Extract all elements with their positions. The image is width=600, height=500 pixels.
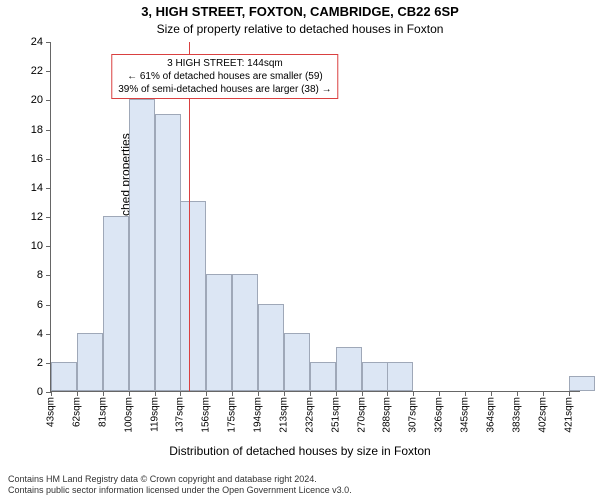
histogram-bar (155, 114, 181, 391)
annotation-box: 3 HIGH STREET: 144sqm← 61% of detached h… (111, 54, 338, 99)
histogram-bar (180, 201, 206, 391)
ytick-label: 12 (31, 211, 43, 223)
xtick-label: 43sqm (46, 397, 57, 427)
footer-line-1: Contains HM Land Registry data © Crown c… (8, 474, 352, 485)
xtick-mark (491, 391, 492, 396)
histogram-bar (77, 333, 103, 391)
xtick-mark (51, 391, 52, 396)
plot-area: Number of detached properties 0246810121… (50, 42, 580, 392)
xtick-mark (284, 391, 285, 396)
histogram-bar (569, 376, 595, 391)
ytick-label: 2 (37, 357, 43, 369)
histogram-bar (103, 216, 129, 391)
ytick-label: 24 (31, 36, 43, 48)
ytick-label: 10 (31, 240, 43, 252)
ytick-mark (46, 334, 51, 335)
ytick-label: 20 (31, 94, 43, 106)
histogram-bar (258, 304, 284, 392)
ytick-mark (46, 159, 51, 160)
xtick-mark (543, 391, 544, 396)
histogram-bar (206, 274, 232, 391)
xtick-label: 81sqm (98, 397, 109, 427)
x-axis-label: Distribution of detached houses by size … (0, 444, 600, 458)
xtick-mark (77, 391, 78, 396)
ytick-mark (46, 246, 51, 247)
histogram-bar (284, 333, 310, 391)
footer-attribution: Contains HM Land Registry data © Crown c… (8, 474, 352, 496)
ytick-label: 8 (37, 269, 43, 281)
ytick-label: 22 (31, 65, 43, 77)
chart-subtitle: Size of property relative to detached ho… (0, 22, 600, 36)
ytick-label: 6 (37, 299, 43, 311)
ytick-mark (46, 305, 51, 306)
chart-title: 3, HIGH STREET, FOXTON, CAMBRIDGE, CB22 … (0, 4, 600, 19)
annotation-line: 3 HIGH STREET: 144sqm (118, 57, 331, 70)
ytick-label: 16 (31, 153, 43, 165)
xtick-label: 175sqm (226, 397, 237, 433)
xtick-mark (569, 391, 570, 396)
ytick-label: 18 (31, 124, 43, 136)
ytick-label: 14 (31, 182, 43, 194)
xtick-mark (129, 391, 130, 396)
xtick-mark (362, 391, 363, 396)
xtick-label: 270sqm (356, 397, 367, 433)
xtick-label: 402sqm (537, 397, 548, 433)
histogram-bar (387, 362, 413, 391)
xtick-label: 100sqm (124, 397, 135, 433)
histogram-bar (310, 362, 336, 391)
xtick-mark (310, 391, 311, 396)
annotation-line: ← 61% of detached houses are smaller (59… (118, 70, 331, 83)
xtick-label: 232sqm (304, 397, 315, 433)
ytick-mark (46, 42, 51, 43)
xtick-label: 364sqm (485, 397, 496, 433)
ytick-mark (46, 130, 51, 131)
xtick-label: 194sqm (252, 397, 263, 433)
xtick-label: 421sqm (563, 397, 574, 433)
xtick-mark (155, 391, 156, 396)
histogram-bar (336, 347, 362, 391)
ytick-label: 0 (37, 386, 43, 398)
xtick-mark (103, 391, 104, 396)
xtick-label: 137sqm (174, 397, 185, 433)
xtick-mark (206, 391, 207, 396)
xtick-label: 326sqm (433, 397, 444, 433)
ytick-mark (46, 71, 51, 72)
xtick-label: 251sqm (330, 397, 341, 433)
footer-line-2: Contains public sector information licen… (8, 485, 352, 496)
xtick-label: 156sqm (200, 397, 211, 433)
xtick-mark (465, 391, 466, 396)
xtick-label: 62sqm (72, 397, 83, 427)
histogram-bar (129, 99, 155, 391)
ytick-mark (46, 188, 51, 189)
xtick-label: 119sqm (150, 397, 161, 432)
xtick-mark (439, 391, 440, 396)
xtick-label: 213sqm (278, 397, 289, 433)
ytick-mark (46, 217, 51, 218)
histogram-bar (51, 362, 77, 391)
xtick-mark (387, 391, 388, 396)
xtick-mark (336, 391, 337, 396)
ytick-mark (46, 275, 51, 276)
xtick-label: 345sqm (459, 397, 470, 433)
histogram-bar (232, 274, 258, 391)
ytick-mark (46, 100, 51, 101)
xtick-label: 307sqm (407, 397, 418, 433)
xtick-mark (517, 391, 518, 396)
xtick-mark (180, 391, 181, 396)
xtick-label: 288sqm (381, 397, 392, 433)
chart-container: 3, HIGH STREET, FOXTON, CAMBRIDGE, CB22 … (0, 0, 600, 500)
xtick-mark (258, 391, 259, 396)
annotation-line: 39% of semi-detached houses are larger (… (118, 83, 331, 96)
histogram-bar (362, 362, 388, 391)
xtick-mark (413, 391, 414, 396)
ytick-label: 4 (37, 328, 43, 340)
xtick-mark (232, 391, 233, 396)
xtick-label: 383sqm (511, 397, 522, 433)
